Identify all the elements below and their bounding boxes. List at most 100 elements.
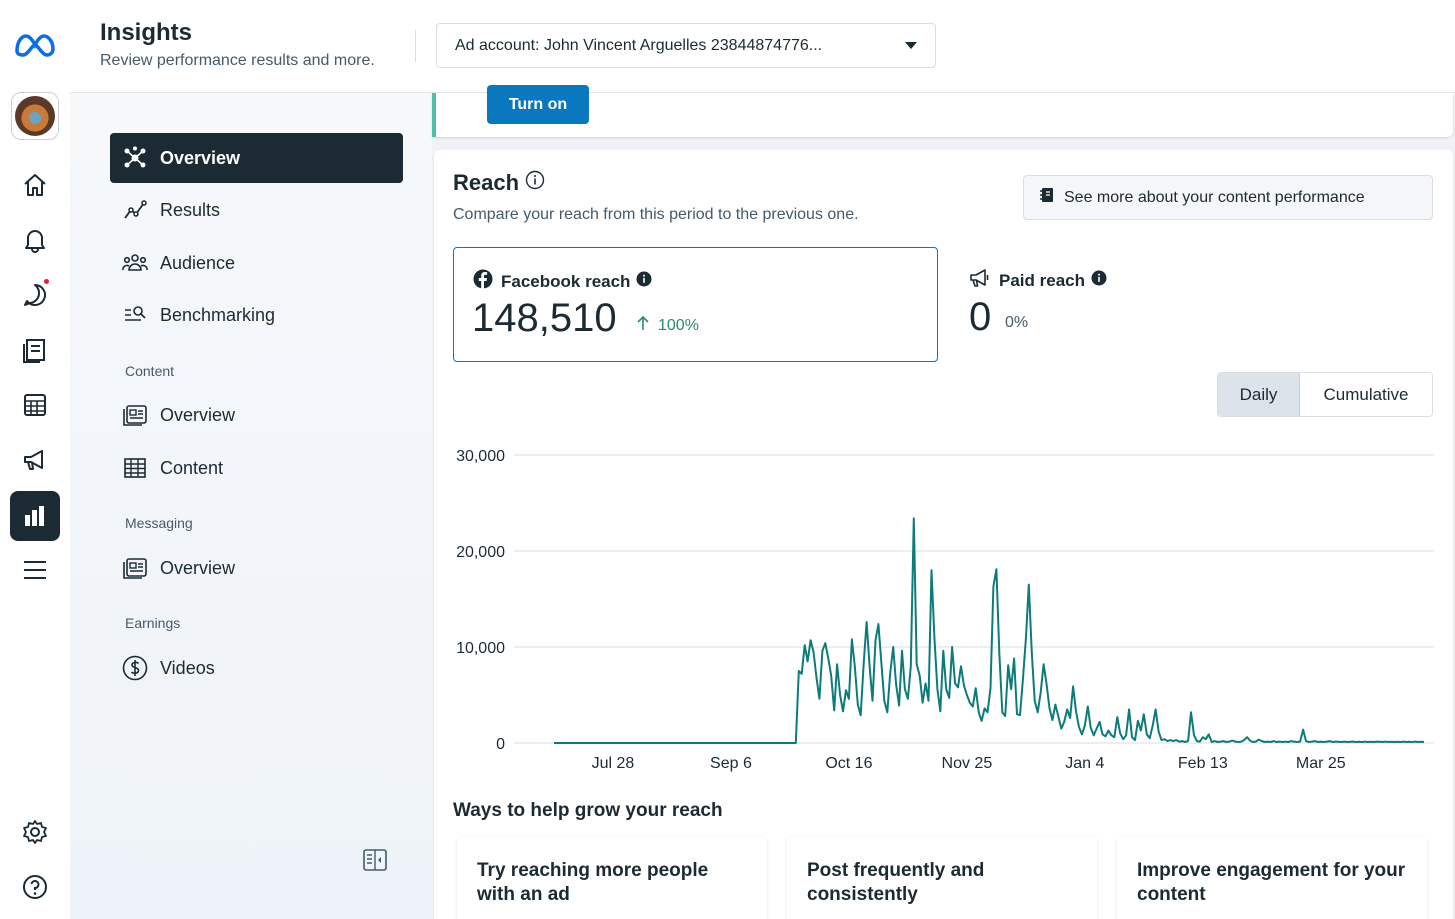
facebook-reach-header: Facebook reach <box>473 269 652 294</box>
unread-dot <box>43 278 50 285</box>
sidebar-item-label: Overview <box>160 404 236 425</box>
help-icon[interactable] <box>10 862 60 912</box>
sidebar-item-label: Benchmarking <box>160 304 276 325</box>
x-tick-label: Sep 6 <box>710 755 752 772</box>
paid-reach-change: 0% <box>1005 314 1029 331</box>
messages-icon[interactable] <box>10 270 60 320</box>
x-tick-label: Oct 16 <box>825 755 872 772</box>
y-tick-label: 0 <box>496 736 505 753</box>
paid-reach-metric[interactable]: Paid reach 0 0% <box>969 247 1269 362</box>
content-overview-icon <box>122 402 148 428</box>
megaphone-icon <box>969 268 991 293</box>
insights-chart-icon[interactable] <box>10 491 60 541</box>
page-title: Insights <box>100 19 193 46</box>
ads-megaphone-icon[interactable] <box>10 435 60 485</box>
turn-on-button[interactable]: Turn on <box>487 85 589 124</box>
paid-reach-value: 0 <box>969 295 992 339</box>
content-table-icon <box>122 455 148 481</box>
arrow-up-icon <box>636 315 650 336</box>
x-tick-label: Jan 4 <box>1065 755 1104 772</box>
results-trend-icon <box>122 197 148 223</box>
insights-sidebar: Overview Results Audience Benchmarking C… <box>70 93 432 919</box>
sidebar-item-label: Videos <box>160 657 215 678</box>
reach-heading: Reach <box>453 170 545 196</box>
tip-card-ad[interactable]: Try reaching more people with an ad <box>457 837 767 919</box>
grow-reach-heading: Ways to help grow your reach <box>453 800 723 821</box>
sidebar-item-label: Results <box>160 199 221 220</box>
info-icon[interactable] <box>525 170 545 196</box>
audience-people-icon <box>122 250 148 276</box>
notifications-bell-icon[interactable] <box>10 215 60 265</box>
sidebar-item-benchmarking[interactable]: Benchmarking <box>110 290 403 340</box>
tip-card-post-frequently[interactable]: Post frequently and consistently <box>787 837 1097 919</box>
header-divider <box>415 30 416 62</box>
facebook-reach-change-value: 100% <box>658 316 699 334</box>
sidebar-item-content[interactable]: Content <box>110 443 403 493</box>
x-tick-label: Feb 13 <box>1178 755 1228 772</box>
x-tick-label: Jul 28 <box>592 755 635 772</box>
calendar-grid-icon[interactable] <box>10 380 60 430</box>
paid-reach-label: Paid reach <box>999 270 1085 290</box>
collapse-sidebar-icon[interactable] <box>362 847 388 873</box>
sidebar-item-label: Overview <box>160 557 236 578</box>
info-filled-icon[interactable] <box>636 271 652 292</box>
sidebar-item-label: Content <box>160 457 224 478</box>
facebook-reach-change: 100% <box>636 315 699 336</box>
facebook-logo-icon <box>473 269 493 294</box>
sidebar-item-messaging-overview[interactable]: Overview <box>110 543 403 593</box>
series-line-facebook-reach <box>554 517 1425 744</box>
content-section-label: Content <box>125 363 175 379</box>
y-tick-label: 30,000 <box>456 448 505 465</box>
x-tick-label: Mar 25 <box>1296 755 1346 772</box>
facebook-reach-value: 148,510 <box>472 296 617 340</box>
sidebar-item-content-overview[interactable]: Overview <box>110 390 403 440</box>
benchmarking-search-icon <box>122 302 148 328</box>
tip-card-engagement[interactable]: Improve engagement for your content <box>1117 837 1427 919</box>
meta-logo-icon[interactable] <box>10 20 60 70</box>
turn-on-banner: Turn on <box>432 85 1453 137</box>
reach-card: Reach Compare your reach from this perio… <box>434 150 1453 919</box>
sidebar-item-label: Audience <box>160 252 236 273</box>
pages-icon[interactable] <box>10 325 60 375</box>
reach-line-chart: 30,000 20,000 10,000 0 Jul 28 Sep 6 Oct 16 Nov … <box>456 448 1434 772</box>
page-header: Insights Review performance results and … <box>70 0 1455 93</box>
sidebar-item-overview[interactable]: Overview <box>110 133 403 183</box>
messaging-overview-icon <box>122 555 148 581</box>
reach-description: Compare your reach from this period to t… <box>453 206 859 223</box>
earnings-section-label: Earnings <box>125 615 181 631</box>
tip-card-title: Post frequently and consistently <box>807 860 985 905</box>
left-rail <box>0 0 70 919</box>
caret-down-icon <box>905 42 917 49</box>
see-more-label: See more about your content performance <box>1064 188 1365 206</box>
dollar-icon <box>122 655 148 681</box>
y-tick-label: 20,000 <box>456 544 505 561</box>
sidebar-item-audience[interactable]: Audience <box>110 238 403 288</box>
sidebar-item-label: Overview <box>160 147 241 168</box>
main-content: Turn on Reach Compare your reach from th… <box>432 85 1455 919</box>
reach-title: Reach <box>453 170 520 195</box>
ad-account-label: Ad account: John Vincent Arguelles 23844… <box>455 36 823 54</box>
notebook-icon <box>1040 187 1054 208</box>
facebook-reach-metric[interactable]: Facebook reach 148,510 100% <box>453 247 938 362</box>
daily-cumulative-toggle: Daily Cumulative <box>1217 372 1433 417</box>
overview-hub-icon <box>122 145 148 171</box>
sidebar-item-videos[interactable]: Videos <box>110 643 403 693</box>
cumulative-option[interactable]: Cumulative <box>1300 373 1432 416</box>
sidebar-item-results[interactable]: Results <box>110 185 403 235</box>
info-filled-icon[interactable] <box>1091 270 1107 291</box>
page-avatar[interactable] <box>11 92 59 140</box>
messaging-section-label: Messaging <box>125 515 193 531</box>
settings-gear-icon[interactable] <box>10 807 60 857</box>
menu-icon[interactable] <box>10 545 60 595</box>
y-tick-label: 10,000 <box>456 640 505 657</box>
paid-reach-header: Paid reach <box>969 268 1107 293</box>
tip-card-title: Improve engagement for your content <box>1137 860 1406 905</box>
x-tick-label: Nov 25 <box>942 755 993 772</box>
facebook-reach-label: Facebook reach <box>501 271 631 291</box>
ad-account-dropdown[interactable]: Ad account: John Vincent Arguelles 23844… <box>436 23 936 68</box>
home-icon[interactable] <box>10 160 60 210</box>
see-more-content-performance-button[interactable]: See more about your content performance <box>1023 175 1433 220</box>
page-subtitle: Review performance results and more. <box>100 52 375 69</box>
daily-option[interactable]: Daily <box>1218 373 1300 416</box>
tip-card-title: Try reaching more people with an ad <box>477 860 709 905</box>
